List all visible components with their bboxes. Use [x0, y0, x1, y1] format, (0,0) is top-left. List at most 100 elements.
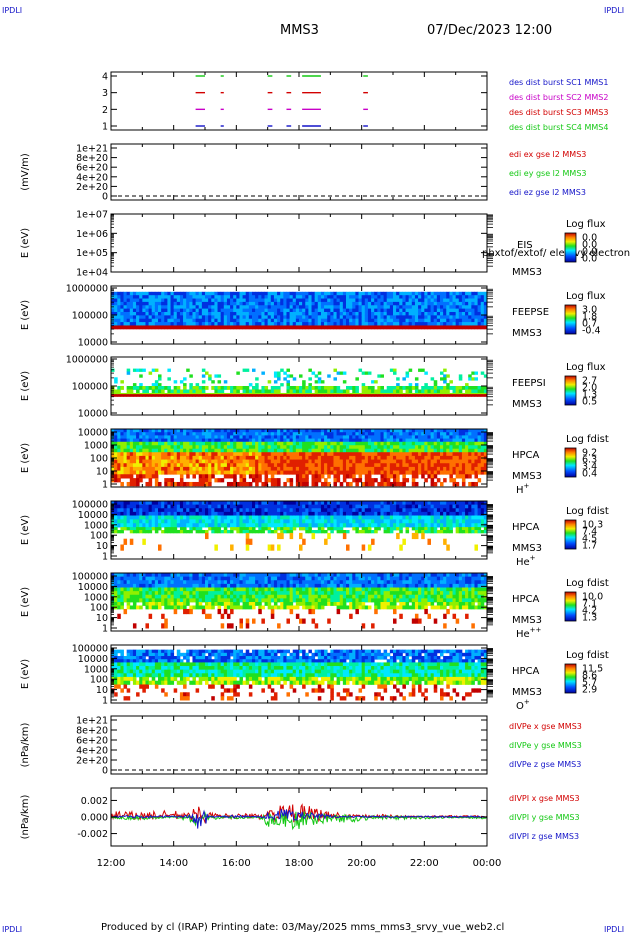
spectro-cell: [151, 311, 156, 316]
spectro-cell: [377, 291, 381, 296]
spectro-cell: [399, 311, 403, 316]
instrument-label: MMS3: [512, 399, 542, 410]
spectro-cell: [308, 315, 312, 320]
spectro-cell: [267, 508, 272, 513]
spectro-cell: [399, 386, 403, 390]
spectro-cell: [111, 448, 115, 453]
spectro-cell: [233, 394, 237, 397]
spectro-cell: [142, 538, 146, 545]
spectro-cell: [386, 291, 391, 296]
instrument-label: HPCA: [512, 450, 540, 461]
spectro-cell: [161, 308, 165, 313]
spectro-cell: [129, 478, 134, 483]
instrument-label: FEEPSI: [512, 378, 546, 389]
spectro-cell: [396, 448, 400, 453]
spectro-cell: [352, 315, 356, 320]
spectro-cell: [346, 530, 350, 534]
spectro-cell: [452, 466, 457, 471]
spectro-cell: [396, 508, 400, 513]
spectro-cell: [273, 463, 278, 468]
spectro-cell: [471, 470, 475, 475]
spectro-cell: [433, 389, 438, 394]
spectro-cell: [139, 291, 143, 296]
spectro-cell: [273, 470, 278, 475]
spectro-cell: [374, 432, 378, 436]
spectro-cell: [132, 394, 137, 397]
spectro-cell: [330, 463, 334, 468]
spectro-cell: [139, 530, 143, 534]
spectro-cell: [154, 429, 159, 433]
spectro-cell: [295, 389, 300, 394]
spectro-cell: [161, 515, 165, 520]
spectro-cell: [402, 455, 406, 460]
spectro-cell: [430, 315, 435, 320]
spectro-cell: [173, 527, 178, 531]
spectro-cell: [270, 301, 275, 306]
instrument-label: EIS: [517, 240, 533, 251]
spectro-cell: [142, 466, 146, 471]
spectro-cell: [151, 527, 156, 531]
spectro-cell: [195, 441, 200, 446]
spectro-cell: [414, 383, 419, 387]
spectro-cell: [289, 455, 294, 460]
spectro-cell: [223, 445, 228, 450]
spectro-cell: [248, 474, 253, 479]
spectro-cell: [408, 389, 413, 394]
spectro-cell: [136, 441, 140, 446]
spectro-cell: [239, 459, 243, 464]
spectro-cell: [129, 527, 134, 531]
spectro-cell: [302, 438, 306, 443]
spectro-cell: [383, 508, 388, 513]
spectro-cell: [186, 445, 190, 450]
spectro-cell: [283, 305, 287, 310]
spectro-cell: [386, 441, 391, 446]
spectro-cell: [132, 515, 137, 520]
spectro-cell: [111, 322, 115, 326]
spectro-cell: [371, 315, 375, 320]
spectro-cell: [217, 315, 222, 320]
spectro-cell: [273, 429, 278, 433]
spectro-cell: [179, 470, 184, 475]
spectro-cell: [342, 318, 347, 323]
spectro-cell: [139, 315, 143, 320]
spectro-cell: [471, 463, 475, 468]
spectro-cell: [123, 445, 128, 450]
spectro-cell: [183, 455, 187, 460]
spectro-cell: [205, 291, 209, 296]
spectro-cell: [252, 295, 256, 299]
spectro-cell: [443, 291, 447, 296]
spectro-cell: [452, 392, 457, 395]
spectro-cell: [151, 452, 156, 457]
spectro-cell: [261, 432, 265, 436]
spectro-cell: [386, 504, 391, 509]
spectro-cell: [461, 301, 466, 306]
spectro-cell: [261, 389, 265, 394]
spectro-cell: [339, 445, 344, 450]
spectro-cell: [443, 318, 447, 323]
spectro-cell: [255, 452, 259, 457]
spectro-cell: [183, 501, 187, 506]
spectro-cell: [396, 481, 400, 487]
spectro-cell: [195, 318, 200, 323]
spectro-cell: [480, 389, 485, 394]
spectro-cell: [480, 445, 485, 450]
spectro-cell: [261, 481, 265, 487]
spectro-cell: [242, 438, 247, 443]
spectro-cell: [252, 448, 256, 453]
spectro-cell: [170, 455, 175, 460]
spectro-cell: [364, 325, 369, 330]
spectro-cell: [371, 325, 375, 330]
spectro-cell: [377, 301, 381, 306]
spectro-cell: [183, 445, 187, 450]
spectro-cell: [154, 368, 159, 372]
spectro-cell: [139, 308, 143, 313]
spectro-cell: [258, 301, 262, 306]
spectro-cell: [267, 305, 272, 310]
spectro-cell: [217, 301, 222, 306]
spectro-cell: [330, 504, 334, 509]
spectro-cell: [349, 438, 353, 443]
spectro-cell: [132, 508, 137, 513]
spectro-cell: [158, 374, 162, 378]
instrument-label: MMS3: [512, 267, 542, 278]
spectro-cell: [299, 295, 303, 299]
